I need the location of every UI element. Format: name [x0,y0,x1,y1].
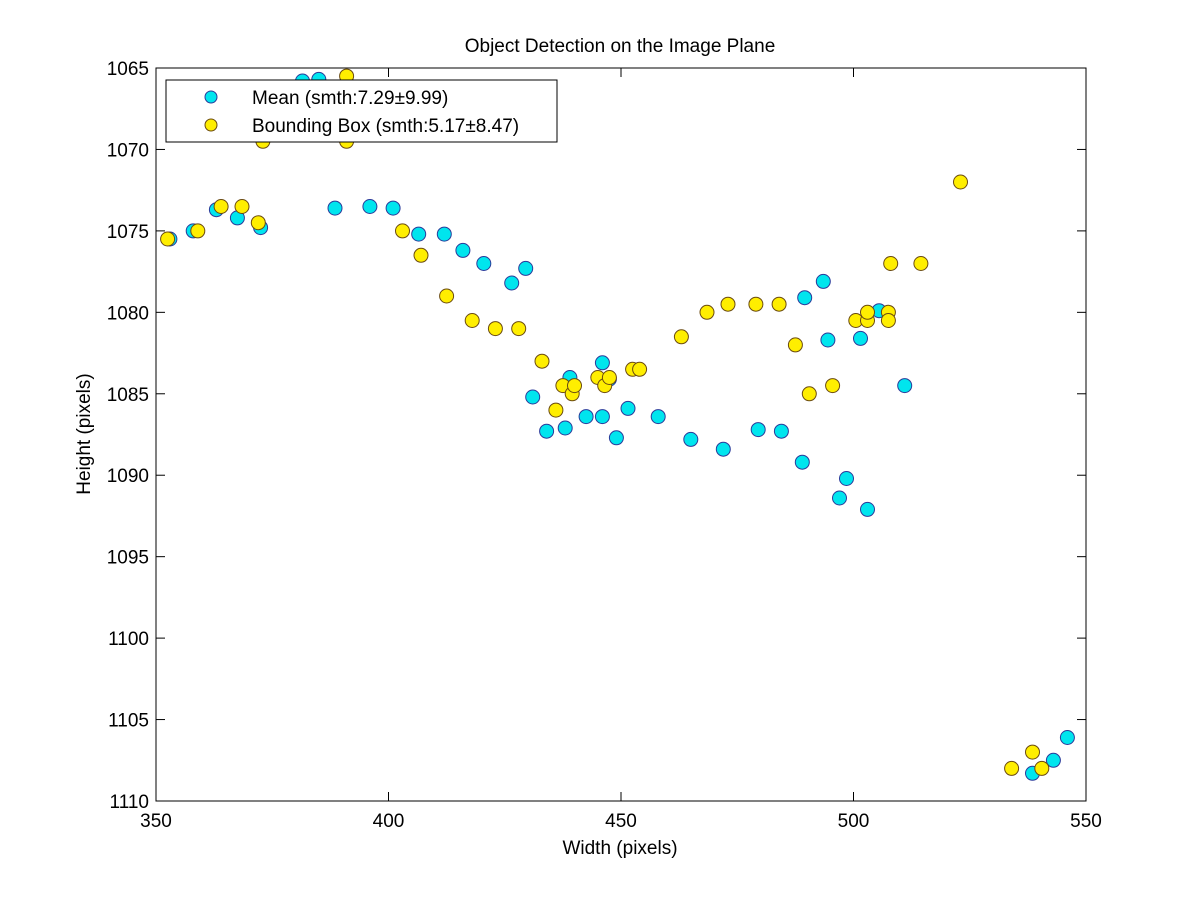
point-series-1-26 [720,296,736,312]
point-series-0-16 [525,389,541,405]
y-tick-label-4: 1085 [107,385,149,406]
point-series-1-2 [213,199,229,214]
point-series-1-42 [1034,760,1050,776]
point-series-0-8 [362,199,378,214]
point-series-0-14 [504,275,520,291]
point-series-0-29 [750,422,766,438]
point-series-1-34 [860,304,875,320]
point-series-1-28 [771,296,787,312]
point-series-1-12 [487,321,503,337]
point-series-1-1 [190,223,206,239]
point-series-0-40 [897,378,913,394]
point-series-1-8 [395,223,410,239]
point-series-1-31 [825,378,841,394]
y-tick-label-6: 1095 [107,548,149,569]
y-tick-label-9: 1110 [110,792,149,813]
point-series-0-35 [832,490,847,506]
y-tick-label-7: 1100 [108,629,149,650]
point-series-1-15 [548,402,564,418]
point-series-1-37 [883,256,899,271]
point-series-0-32 [797,290,813,306]
y-tick-label-2: 1075 [107,222,149,243]
point-series-1-14 [534,353,550,369]
axes: 350 400 450 500 550 1065 1070 1075 1080 1085 1090 1… [107,59,1102,832]
legend-marker-bounding-box [204,118,218,132]
y-tick-label-1: 1070 [107,140,149,161]
point-series-0-34 [820,332,836,348]
point-series-1-0 [160,231,176,247]
point-series-1-10 [439,288,455,304]
x-tick-label-1: 400 [373,811,405,832]
x-tick-label-2: 450 [605,811,637,832]
point-series-1-27 [748,296,764,312]
point-series-0-37 [853,330,868,346]
point-series-0-38 [860,501,875,517]
x-tick-label-3: 500 [838,811,870,832]
point-series-1-41 [1025,744,1040,760]
y-tick-label-0: 1065 [107,59,149,80]
point-series-1-4 [250,215,266,231]
point-series-0-20 [578,409,594,425]
point-series-0-13 [476,256,492,271]
y-axis-label: Height (pixels) [74,373,95,494]
point-series-1-29 [787,337,803,353]
legend-box [165,79,558,143]
point-series-1-3 [234,199,250,214]
y-tick-label-5: 1090 [107,466,149,487]
point-series-0-21 [594,409,610,425]
legend-entry-mean: Mean (smth:7.29±9.99) [252,88,448,109]
point-series-0-10 [411,226,427,242]
point-series-1-40 [1004,760,1020,776]
point-series-1-13 [511,321,527,337]
point-series-0-25 [620,400,636,416]
point-series-1-24 [673,329,689,345]
point-series-0-7 [327,200,343,216]
x-axis-label: Width (pixels) [562,838,677,859]
point-series-1-39 [953,174,968,190]
point-series-1-23 [632,361,648,377]
point-series-1-38 [913,256,929,271]
point-series-1-25 [699,304,715,320]
point-series-0-26 [650,409,666,425]
point-series-1-9 [413,247,429,263]
point-series-0-18 [557,420,573,436]
point-series-0-42 [1045,752,1061,768]
point-series-0-36 [839,471,854,486]
chart-title: Object Detection on the Image Plane [465,36,776,57]
legend: Mean (smth:7.29±9.99) Bounding Box (smth… [165,79,558,143]
point-series-0-17 [539,423,555,439]
point-series-0-43 [1059,730,1075,745]
data-points [160,68,1075,781]
point-series-1-36 [880,313,896,328]
point-series-0-11 [436,226,452,242]
point-series-0-22 [594,355,610,371]
point-series-0-12 [455,242,471,258]
point-series-0-9 [385,200,401,216]
point-series-1-18 [567,378,582,394]
point-series-0-24 [608,430,624,446]
point-series-0-15 [518,260,534,276]
x-tick-label-0: 350 [140,811,172,832]
point-series-0-33 [815,273,831,289]
y-tick-label-8: 1105 [108,711,149,732]
point-series-0-31 [794,454,810,470]
point-series-0-30 [773,423,789,439]
legend-entry-bounding-box: Bounding Box (smth:5.17±8.47) [252,116,519,137]
point-series-1-21 [601,370,617,385]
point-series-1-11 [464,313,480,328]
y-tick-label-3: 1080 [107,303,149,324]
point-series-1-30 [801,386,817,402]
x-tick-label-4: 550 [1070,811,1102,832]
point-series-0-28 [715,441,731,457]
legend-marker-mean [204,90,218,104]
point-series-0-27 [683,431,699,447]
